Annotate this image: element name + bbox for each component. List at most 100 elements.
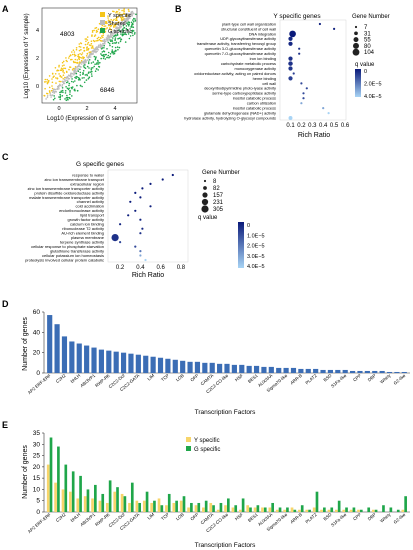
- bar: [157, 357, 164, 373]
- enrichment-dot: [149, 205, 152, 208]
- scatter-point: [82, 65, 85, 67]
- scatter-point: [83, 56, 85, 59]
- y-tick-label: 20: [33, 350, 41, 357]
- scatter-point: [102, 34, 104, 37]
- bar: [108, 480, 112, 512]
- scatter-point: [109, 32, 112, 35]
- scatter-point: [116, 11, 119, 13]
- scatter-point: [78, 57, 80, 59]
- panel-e-category-labels: AP2 ERF-ERF C2H2 bHLHABI3VP1RWP-RKC2C2-Dof…: [27, 511, 407, 534]
- q-value-label: 4.0E−5: [364, 94, 382, 100]
- a-xtick-0: 0: [57, 106, 60, 112]
- bar: [142, 500, 146, 512]
- scatter-point: [55, 88, 57, 91]
- scatter-point: [64, 92, 67, 94]
- scatter-point: [112, 30, 115, 32]
- scatter-point: [134, 20, 137, 22]
- bar: [71, 471, 75, 512]
- scatter-point: [86, 53, 89, 55]
- scatter-point: [91, 30, 94, 32]
- scatter-point: [120, 33, 122, 35]
- bar: [135, 500, 139, 512]
- scatter-point: [127, 8, 130, 11]
- scatter-point: [70, 73, 72, 75]
- scatter-point: [115, 19, 117, 22]
- bar: [350, 370, 356, 373]
- scatter-point: [109, 40, 112, 42]
- q-value-label: 3.0E−5: [247, 254, 265, 260]
- bar: [128, 353, 134, 373]
- bar: [150, 356, 156, 373]
- bar: [165, 505, 168, 512]
- scatter-point: [66, 98, 69, 101]
- scatter-point: [77, 53, 80, 56]
- scatter-point: [126, 22, 128, 24]
- scatter-point: [127, 17, 130, 20]
- bar: [401, 371, 407, 373]
- go-term-label: UDP-glycosyltransferase activity: [220, 36, 276, 41]
- bar: [153, 500, 156, 512]
- panel-c-color-legend: 0 1.0E−5 2.0E−5 3.0E−5 4.0E−5: [247, 223, 265, 270]
- scatter-point: [69, 54, 72, 56]
- scatter-point: [74, 67, 77, 70]
- scatter-point: [99, 44, 102, 47]
- scatter-point: [82, 62, 85, 64]
- scatter-point: [65, 57, 67, 59]
- scatter-point: [103, 25, 105, 28]
- scatter-point: [43, 81, 46, 83]
- go-term-label: heme binding: [253, 76, 276, 81]
- scatter-point: [128, 10, 130, 12]
- scatter-point: [46, 96, 49, 99]
- scatter-point: [78, 58, 81, 61]
- bar: [231, 507, 235, 512]
- scatter-point: [103, 55, 105, 58]
- go-term-label: zinc ion transmembrane transport: [44, 177, 104, 182]
- scatter-point: [115, 31, 118, 33]
- go-term-label: cellular potassium ion homeostasis: [42, 253, 104, 258]
- scatter-point: [116, 46, 119, 48]
- y-tick-label: 0: [36, 509, 40, 516]
- bar: [61, 489, 65, 512]
- scatter-point: [122, 23, 124, 26]
- scatter-point: [68, 82, 71, 85]
- scatter-point: [60, 80, 62, 83]
- bar: [371, 509, 375, 512]
- scatter-point: [115, 34, 117, 37]
- scatter-point: [125, 27, 128, 30]
- scatter-point: [68, 55, 71, 58]
- scatter-point: [65, 99, 68, 102]
- category-label: LIM: [146, 512, 155, 521]
- scatter-point: [90, 44, 92, 47]
- scatter-point: [97, 61, 99, 63]
- bar: [187, 507, 190, 512]
- scatter-point: [127, 19, 129, 22]
- enrichment-dot: [149, 182, 152, 185]
- scatter-point: [88, 51, 91, 54]
- scatter-point: [68, 68, 70, 71]
- e-xlabel: Transcription Factors: [195, 542, 257, 549]
- scatter-point: [74, 58, 77, 61]
- scatter-point: [83, 47, 85, 49]
- scatter-point: [59, 98, 61, 101]
- enrichment-dot: [139, 196, 142, 199]
- scatter-point: [91, 45, 94, 47]
- category-label: LOB: [175, 512, 185, 522]
- scatter-point: [122, 18, 124, 21]
- scatter-point: [95, 68, 98, 70]
- bar: [76, 343, 82, 373]
- scatter-point: [107, 17, 109, 19]
- scatter-point: [66, 79, 69, 82]
- scatter-point: [106, 22, 108, 25]
- bar: [293, 509, 297, 512]
- scatter-point: [86, 43, 89, 45]
- go-term-label: plant-type cell wall organization: [222, 21, 276, 26]
- bar: [394, 371, 400, 373]
- scatter-point: [122, 16, 124, 19]
- scatter-point: [122, 31, 124, 34]
- go-term-label: hydrolase activity, hydrolyzing O-glycos…: [184, 115, 276, 120]
- panel-c-letter: C: [2, 152, 9, 162]
- scatter-point: [69, 66, 71, 68]
- scatter-point: [116, 29, 118, 32]
- scatter-point: [125, 25, 128, 27]
